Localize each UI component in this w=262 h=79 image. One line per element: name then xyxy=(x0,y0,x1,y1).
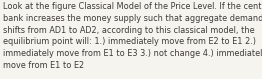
Text: Look at the figure Classical Model of the Price Level. If the central
bank incre: Look at the figure Classical Model of th… xyxy=(3,2,262,70)
